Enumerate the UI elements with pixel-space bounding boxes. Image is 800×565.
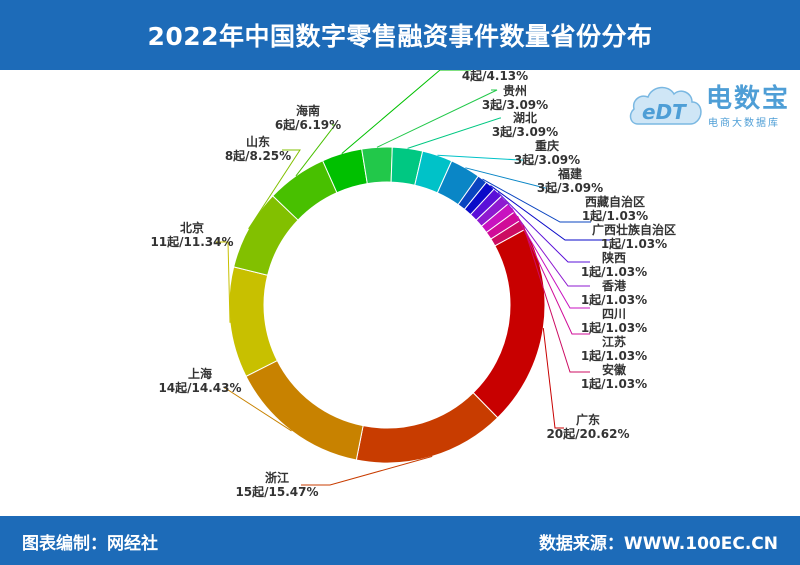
slice-海南: [272, 160, 338, 221]
slice-label-value: 6起/6.19%: [275, 117, 341, 132]
slice-label-value: 1起/1.03%: [581, 376, 647, 391]
slice-label-value: 1起/1.03%: [581, 348, 647, 363]
slice-label-name: 上海: [188, 366, 212, 381]
leader-line-西藏自治区: [482, 178, 591, 223]
leader-line-贵州: [376, 89, 498, 148]
slice-label-name: 湖北: [513, 110, 537, 125]
leader-line-广东: [542, 328, 564, 429]
slice-label-name: 香港: [601, 278, 627, 293]
leader-line-安徽: [522, 224, 590, 373]
slice-label-name: 福建: [557, 166, 583, 181]
slice-浙江: [355, 392, 499, 464]
slice-label-value: 1起/1.03%: [582, 208, 648, 223]
slice-label-value: 3起/3.09%: [482, 97, 548, 112]
slice-label-value: 3起/3.09%: [537, 180, 603, 195]
slice-label-name: 广东: [576, 412, 600, 427]
leader-line-湖北: [407, 117, 501, 149]
logo-name: 电数宝: [706, 84, 791, 114]
leader-line-江苏: [517, 215, 590, 335]
slice-label-value: 3起/3.09%: [514, 152, 580, 167]
slice-label-value: 8起/8.25%: [225, 148, 291, 163]
leader-line-福建: [465, 167, 546, 189]
slice-label-name: 浙江: [265, 470, 289, 485]
slice-label-name: 西藏自治区: [585, 194, 645, 209]
slice-label-name: 广西壮族自治区: [592, 222, 676, 237]
leader-line-山东: [248, 149, 301, 230]
slice-label-value: 3起/3.09%: [492, 124, 558, 139]
slice-label-value: 20起/20.62%: [546, 426, 629, 441]
slice-label-value: 15起/15.47%: [235, 484, 318, 499]
footer-source: 数据来源：WWW.100EC.CN: [538, 534, 778, 554]
slice-label-name: 北京: [180, 220, 204, 235]
slice-label-value: 4起/4.13%: [462, 70, 528, 83]
footer-bar: 图表编制：网经社 数据来源：WWW.100EC.CN: [0, 516, 800, 565]
header-bar: 2022年中国数字零售融资事件数量省份分布: [0, 0, 800, 70]
logo: eDT 电数宝 电商大数据库: [628, 72, 798, 138]
slice-上海: [245, 359, 364, 461]
slice-北京: [228, 266, 278, 378]
leader-line-重庆: [437, 154, 523, 161]
leader-line-湖南: [341, 70, 471, 154]
leader-line-四川: [511, 207, 590, 309]
slice-label-value: 1起/1.03%: [581, 320, 647, 335]
slice-labels: 湖南4起/4.13%贵州3起/3.09%湖北3起/3.09%重庆3起/3.09%…: [150, 70, 676, 499]
leader-line-香港: [504, 199, 590, 287]
donut-slices: [228, 146, 546, 464]
footer-credit: 图表编制：网经社: [22, 534, 158, 554]
slice-label-name: 海南: [296, 103, 320, 118]
logo-cloud-text: eDT: [642, 100, 687, 124]
logo-subtitle: 电商大数据库: [708, 118, 780, 129]
chart-title: 2022年中国数字零售融资事件数量省份分布: [147, 22, 653, 51]
slice-label-value: 1起/1.03%: [581, 264, 647, 279]
slice-label-name: 山东: [246, 134, 270, 149]
leader-line-北京: [216, 241, 231, 323]
slice-label-name: 重庆: [535, 138, 559, 153]
slice-label-name: 江苏: [602, 334, 626, 349]
slice-label-value: 11起/11.34%: [150, 234, 233, 249]
leader-line-陕西: [497, 192, 590, 263]
leader-line-海南: [295, 124, 337, 177]
slice-label-value: 1起/1.03%: [601, 236, 667, 251]
slice-label-value: 1起/1.03%: [581, 292, 647, 307]
slice-贵州: [361, 146, 393, 185]
leader-line-上海: [224, 387, 292, 432]
slice-label-name: 贵州: [503, 83, 527, 98]
cloud-logo-icon: eDT: [629, 86, 702, 125]
slice-label-name: 四川: [602, 307, 626, 321]
leader-line-广西壮族自治区: [490, 185, 610, 241]
slice-广东: [472, 228, 546, 419]
slice-label-value: 14起/14.43%: [158, 380, 241, 395]
leader-lines: [216, 70, 610, 486]
donut-chart: 湖南4起/4.13%贵州3起/3.09%湖北3起/3.09%重庆3起/3.09%…: [150, 70, 676, 499]
leader-line-浙江: [301, 455, 433, 486]
slice-label-name: 安徽: [602, 362, 627, 377]
slice-label-name: 陕西: [602, 250, 626, 265]
